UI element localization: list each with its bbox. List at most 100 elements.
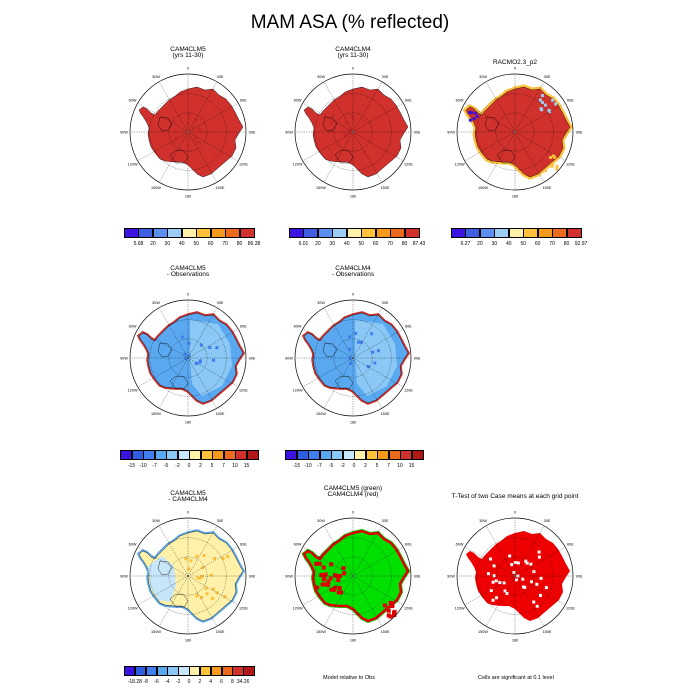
meridian-line [352,357,383,409]
grid-cell [209,573,213,577]
meridian-line [323,131,354,183]
polar-map: 0 30E 60E 90E 120E 150E 180 150W 120W 90W 60W 30W [285,511,421,643]
grid-cell [550,164,554,168]
colorbar-tick-label: -5 [328,463,334,469]
grid-cell [205,592,209,596]
colorbar-swatch [124,228,140,238]
colorbar-tick-label: 0 [187,679,191,685]
latitude-circle [314,537,392,615]
longitude-label: 0 [187,293,189,297]
colorbar: -18.28 -8 -6 -4 -2 0 2 4 6 8 34.26 [124,666,255,690]
longitude-label: 150E [216,630,225,634]
longitude-label: 120W [128,607,138,611]
colorbar-swatch [167,228,183,238]
longitude-label: 120E [404,607,413,611]
meridian-line [187,575,218,627]
colorbar-swatch [200,450,213,460]
meridian-line [137,546,189,577]
longitude-label: 120E [566,163,575,167]
grid-cell [202,554,206,558]
meridian-line [514,131,545,183]
colorbar-swatch [285,450,298,460]
grid-cell [508,554,512,558]
colorbar-tick-label: -10 [139,463,147,469]
latitude-circle [476,93,554,171]
meridian-line [158,81,189,133]
panel-title: CAM4CLM5 [170,46,206,53]
longitude-label: 180 [185,421,191,425]
colorbar-swatch [154,450,167,460]
longitude-label: 150W [151,186,161,190]
colorbar-tick-label: 10 [232,463,238,469]
longitude-label: 90W [120,575,128,579]
longitude-label: 90E [249,131,256,135]
meridian-line [514,102,566,133]
grid-cell [332,585,337,590]
grid-cell [315,585,320,590]
longitude-label: 180 [350,639,356,643]
grid-cell [212,358,216,362]
colorbar-tick-label: 7 [222,463,225,469]
latitude-circle [314,93,392,171]
grid-cell [521,577,525,581]
colorbar: -15 -10 -7 -5 -2 0 2 5 7 10 15 [120,450,259,474]
grid-cell [356,340,360,344]
grid-cell [388,600,393,605]
ice-shelf-outline [322,342,338,358]
grid-cell [544,586,548,590]
grid-cell [524,559,528,563]
grid-cell [382,603,387,608]
grid-cell [470,111,474,115]
latitude-circle [495,112,535,152]
longitude-label: 150W [316,412,326,416]
longitude-label: 0 [352,511,354,515]
grid-cell [373,361,377,365]
colorbar-swatch [189,666,201,676]
grid-cell [370,332,374,336]
main-title: MAM ASA (% reflected) [250,12,450,33]
ice-sheet-subregion [190,320,232,396]
colorbar-tick-label: 60 [534,241,541,247]
grid-cell [193,136,197,140]
colorbar-swatch [308,450,321,460]
meridian-line [323,525,354,577]
colorbar-swatch [178,666,190,676]
colorbar-tick-label: 30 [329,241,336,247]
colorbar-swatch [523,228,539,238]
polar-map: 0 30E 60E 90E 120E 150E 180 150W 120W 90W 60W 30W [120,67,256,199]
colorbar-tick-label: 50 [358,241,364,247]
grid-cell [215,591,219,595]
colorbar-tick-label: 70 [549,241,555,247]
meridian-line [187,307,218,359]
grid-cell [347,131,351,135]
meridian-line [302,102,354,133]
grid-cell [183,352,187,356]
grid-cell [338,590,343,595]
longitude-label: 30E [217,519,224,523]
latitude-circle [149,93,227,171]
meridian-line [187,328,239,359]
colorbar-swatch [354,450,367,460]
colorbar-tick-label: 40 [343,241,350,247]
colorbar-tick-label: 2 [364,463,367,469]
longitude-label: 150W [316,186,326,190]
meridian-line [485,575,516,627]
colorbar-tick-label: 5 [210,463,214,469]
longitude-label: 180 [350,421,356,425]
grid-cell [492,574,496,578]
colorbar: 6.01 20 30 40 50 60 70 80 87.43 [289,228,425,252]
grid-cell [221,556,225,560]
colorbar-tick-label: -4 [165,679,170,685]
grid-cell [491,598,495,602]
colorbar-tick-label: -15 [292,463,301,469]
meridian-line [323,575,354,627]
longitude-label: 30W [152,519,160,523]
grid-cell [199,343,203,347]
panel-subtitle: - Observations [166,271,210,278]
grid-cell [530,580,534,584]
panel-title: RACMO2.3_p2 [492,59,538,66]
meridian-line [187,357,218,409]
colorbar-tick-label: 2 [199,463,202,469]
grid-cell [535,604,539,608]
colorbar-tick-label: 30 [491,241,498,247]
